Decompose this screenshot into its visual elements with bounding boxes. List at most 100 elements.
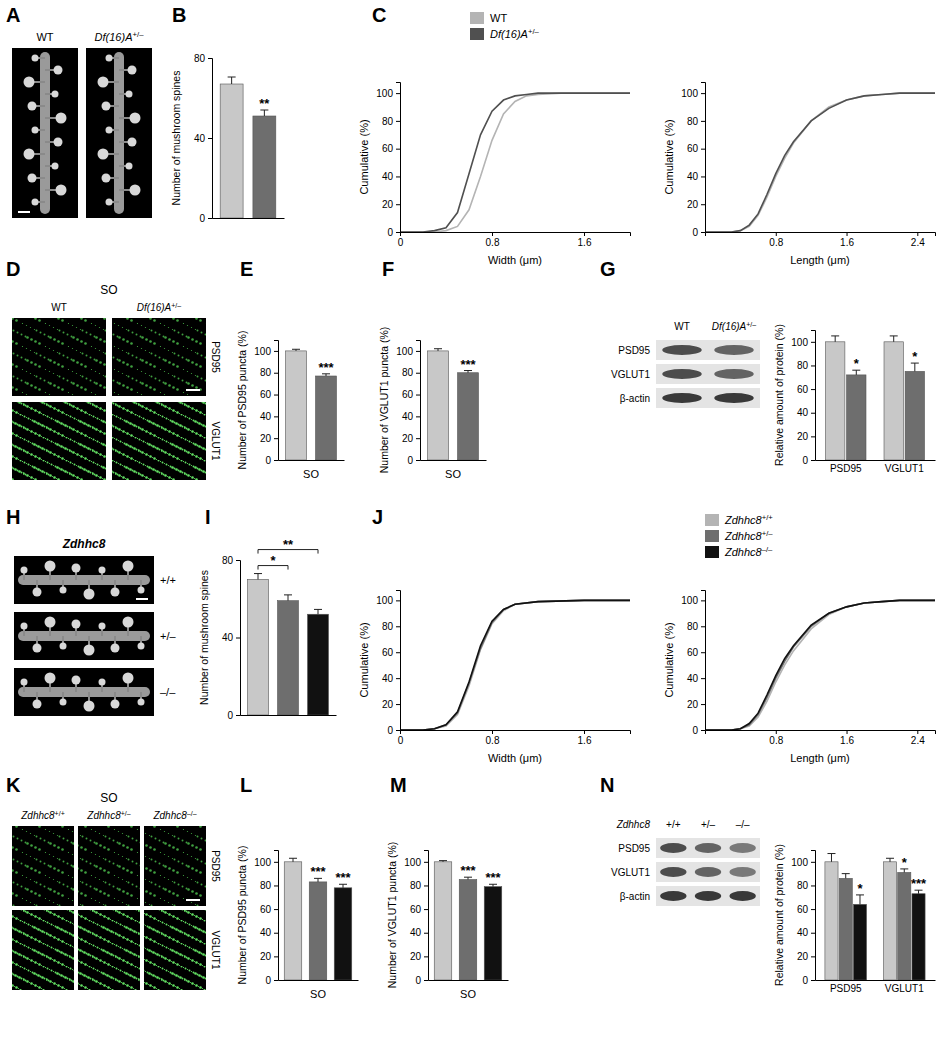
blot-strip: [656, 838, 760, 858]
tick: 20: [797, 951, 815, 962]
tick: 100: [376, 88, 400, 99]
tick: 40: [797, 927, 815, 938]
bar: [825, 342, 844, 460]
error-bar: [911, 363, 919, 371]
spine-head: [128, 138, 137, 147]
error-bar: [886, 858, 894, 862]
tick: 0: [802, 455, 815, 466]
tick-label: 1.6: [840, 735, 854, 746]
tick: 60: [260, 904, 278, 915]
error-bar: [827, 854, 835, 862]
micrograph: [112, 402, 206, 480]
tick-label: 100: [681, 88, 698, 99]
error-cap: [289, 858, 297, 859]
tick-mark: [811, 342, 815, 343]
tick: 0.8: [486, 730, 500, 746]
x-axis-title: Length (μm): [790, 254, 850, 266]
tick: 100: [254, 346, 278, 357]
tick-mark: [396, 600, 400, 601]
y-axis-title: Number of VGLUT1 puncta (%): [386, 842, 398, 988]
tick-label: 0: [398, 237, 404, 248]
spine-head: [45, 561, 56, 572]
tick-label: 60: [797, 904, 809, 915]
bar: [286, 351, 307, 460]
tick: 100: [376, 595, 400, 606]
plot-marks: [825, 854, 925, 980]
error-stem: [318, 609, 319, 614]
bar: [428, 351, 449, 460]
x-axis: PSD95VGLUT1: [816, 980, 936, 994]
tick-label: 0.8: [769, 237, 783, 248]
spine-head: [123, 673, 134, 684]
tick-mark: [396, 704, 400, 705]
y-axis: 020406080100: [681, 591, 705, 736]
tick-mark: [811, 956, 815, 957]
spine-head: [123, 617, 134, 628]
tick-label: 40: [687, 673, 699, 684]
spine-head: [126, 163, 133, 170]
scale-bar: [136, 598, 148, 600]
bar: [334, 888, 352, 980]
tick-mark: [584, 232, 585, 236]
tick-mark: [396, 93, 400, 94]
tick-mark: [396, 626, 400, 627]
spine-head: [45, 617, 56, 628]
tick-label: 20: [260, 433, 272, 444]
spine-head: [84, 701, 95, 712]
bar-chart: ***020406080100SONumber of PSD95 puncta …: [236, 331, 345, 480]
spine-head: [99, 623, 106, 630]
tick-label: 40: [402, 411, 414, 422]
tick-label: 60: [687, 143, 699, 154]
tick-mark: [208, 58, 212, 59]
tick: 20: [382, 699, 400, 710]
y-axis-title: Cumulative (%): [663, 119, 675, 194]
tick-mark: [492, 730, 493, 734]
plot-marks: [825, 336, 924, 460]
fluorescence-panel: SOWTDf(16)A+/–PSD95VGLUT1: [12, 283, 221, 480]
blot-band: [729, 891, 755, 901]
spine-head: [21, 567, 28, 574]
micrograph: [12, 910, 74, 990]
y-axis-title: Number of mushroom spines: [198, 570, 210, 705]
tick-mark: [701, 176, 705, 177]
tick: 20: [260, 433, 278, 444]
tick: 60: [687, 647, 705, 658]
blot-band: [695, 843, 721, 853]
tick: 60: [260, 389, 278, 400]
bar: [316, 376, 337, 460]
tick: 100: [791, 337, 815, 348]
tick: 40: [222, 632, 240, 643]
gene-label: Zdhhc8: [62, 537, 106, 551]
tick-label: 40: [382, 171, 394, 182]
tick-mark: [701, 704, 705, 705]
tick-mark: [811, 862, 815, 863]
panel-label: H: [6, 506, 20, 528]
tick-label: 100: [376, 88, 393, 99]
tick-mark: [274, 373, 278, 374]
tick: 40: [687, 673, 705, 684]
region-label: SO: [100, 283, 117, 297]
tick: VGLUT1: [885, 460, 924, 474]
y-axis: 020406080100: [254, 851, 278, 986]
y-axis-title: Cumulative (%): [358, 622, 370, 697]
spine-head: [32, 199, 39, 206]
tick-label: 20: [797, 951, 809, 962]
blot-strip: [656, 340, 760, 360]
blot-strip: [656, 364, 760, 384]
tick-label: 80: [260, 367, 272, 378]
line: [705, 600, 935, 730]
column-label: +/–: [701, 819, 716, 830]
error-bar: [284, 595, 292, 601]
spine-head: [52, 163, 59, 170]
blot-band: [714, 393, 754, 403]
tick-mark: [416, 351, 420, 352]
tick-label: 0.8: [769, 735, 783, 746]
spine-head: [60, 587, 67, 594]
bar-chart: **04080Number of mushroom spines: [170, 53, 285, 224]
x-axis: PSD95VGLUT1: [816, 460, 936, 474]
region-label: SO: [100, 791, 117, 805]
legend-label: Zdhhc8+/+: [724, 513, 773, 527]
tick: 40: [402, 411, 420, 422]
tick: 20: [410, 951, 428, 962]
column-label: Zdhhc8+/–: [86, 810, 130, 822]
